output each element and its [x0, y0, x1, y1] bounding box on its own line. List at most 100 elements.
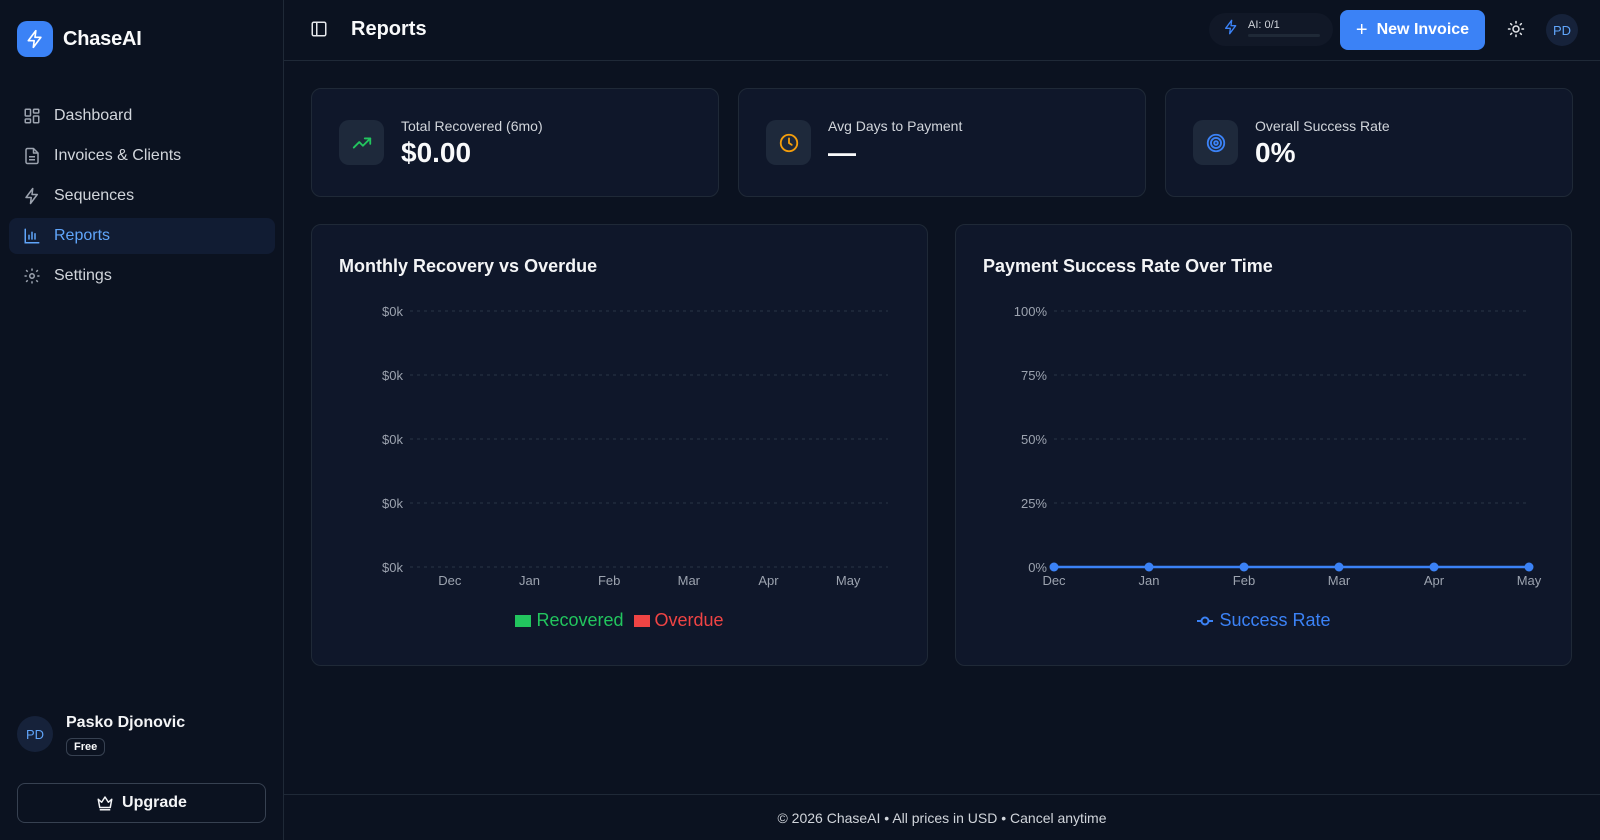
sidebar-nav: Dashboard Invoices & Clients Sequences R… [9, 98, 275, 298]
y-tick-label: 100% [1014, 304, 1048, 319]
sidebar-item-label: Settings [54, 267, 112, 284]
chart-legend: Success Rate [956, 610, 1571, 631]
legend-item-success-rate[interactable]: Success Rate [1196, 610, 1331, 631]
lightning-icon [22, 186, 42, 206]
stat-label: Avg Days to Payment [828, 118, 963, 134]
x-tick-label: Dec [438, 573, 462, 588]
sidebar-item-sequences[interactable]: Sequences [9, 178, 275, 214]
top-bar: Reports AI: 0/1 + New Invoice PD [284, 0, 1600, 61]
main-content: Reports AI: 0/1 + New Invoice PD [284, 0, 1600, 840]
plus-icon: + [1355, 19, 1368, 41]
header-avatar[interactable]: PD [1546, 14, 1578, 46]
clock-icon [766, 120, 811, 165]
upgrade-button[interactable]: Upgrade [17, 783, 266, 823]
page-title: Reports [351, 18, 427, 40]
ai-usage-text: AI: 0/1 [1248, 18, 1280, 31]
user-profile[interactable]: PD Pasko Djonovic Free [17, 712, 185, 756]
trending-up-icon [339, 120, 384, 165]
new-invoice-label: New Invoice [1376, 21, 1470, 38]
chart-title: Monthly Recovery vs Overdue [339, 256, 598, 276]
brand-name: ChaseAI [63, 27, 142, 50]
x-tick-label: Apr [758, 573, 779, 588]
y-tick-label: $0k [382, 368, 403, 383]
sidebar-item-settings[interactable]: Settings [9, 258, 275, 294]
y-tick-label: 0% [1028, 560, 1047, 575]
user-name: Pasko Djonovic [66, 714, 186, 731]
data-point [1049, 562, 1059, 572]
stat-card-total-recovered: Total Recovered (6mo) $0.00 [311, 88, 719, 197]
y-tick-label: 75% [1021, 368, 1047, 383]
x-tick-label: Jan [519, 573, 540, 588]
stat-value: $0.00 [401, 137, 472, 168]
brand[interactable]: ChaseAI [17, 21, 142, 57]
bar-chart-icon [22, 226, 42, 246]
x-tick-label: May [836, 573, 861, 588]
x-tick-label: Apr [1424, 573, 1445, 588]
y-tick-label: 25% [1021, 496, 1047, 511]
x-tick-label: Dec [1042, 573, 1066, 588]
chart-card-monthly-recovery: Monthly Recovery vs Overdue $0k $0k $0k $0k… [311, 224, 928, 666]
legend-swatch [515, 614, 532, 627]
line-marker-icon [1197, 616, 1214, 625]
legend-swatch [633, 614, 650, 627]
panel-left-icon [311, 21, 327, 37]
sun-icon [1507, 20, 1525, 38]
ai-usage-indicator[interactable]: AI: 0/1 [1209, 13, 1333, 46]
user-info: Pasko Djonovic Free [66, 712, 185, 756]
x-tick-label: Mar [678, 573, 701, 588]
lightning-logo-icon [17, 21, 53, 57]
footer: © 2026 ChaseAI • All prices in USD • Can… [284, 794, 1600, 840]
lightning-icon [1223, 19, 1239, 40]
target-icon [1193, 120, 1238, 165]
sidebar-item-label: Invoices & Clients [54, 147, 182, 164]
stat-value: 0% [1255, 137, 1296, 168]
x-tick-label: May [1517, 573, 1542, 588]
theme-toggle-button[interactable] [1507, 20, 1527, 40]
sidebar-item-dashboard[interactable]: Dashboard [9, 98, 275, 134]
x-tick-label: Feb [598, 573, 620, 588]
x-tick-label: Mar [1328, 573, 1351, 588]
stat-value: — [828, 137, 856, 168]
stat-label: Total Recovered (6mo) [401, 118, 543, 134]
grid-icon [22, 106, 42, 126]
legend-label: Overdue [654, 610, 724, 630]
x-tick-label: Jan [1139, 573, 1160, 588]
stat-label: Overall Success Rate [1255, 118, 1390, 134]
sidebar-item-label: Dashboard [54, 107, 133, 124]
ai-usage-bar [1248, 34, 1320, 37]
upgrade-label: Upgrade [122, 794, 187, 811]
data-point [1334, 562, 1344, 572]
bar-chart: $0k $0k $0k $0k $0k Dec Jan Feb Mar Apr May [382, 304, 888, 588]
data-point [1524, 562, 1534, 572]
chart-card-success-rate: Payment Success Rate Over Time 100% 75% 50… [955, 224, 1572, 666]
avatar: PD [17, 716, 53, 752]
crown-icon [96, 794, 114, 812]
sidebar-item-reports[interactable]: Reports [9, 218, 275, 254]
chart-legend: Recovered Overdue [312, 610, 927, 631]
plan-badge: Free [66, 738, 106, 756]
stat-card-avg-days: Avg Days to Payment — [738, 88, 1146, 197]
legend-item-recovered[interactable]: Recovered [515, 610, 624, 631]
legend-item-overdue[interactable]: Overdue [633, 610, 724, 631]
sidebar-toggle-button[interactable] [310, 20, 330, 40]
sidebar: ChaseAI Dashboard Invoices & Clients Seq… [0, 0, 284, 840]
y-tick-label: $0k [382, 432, 403, 447]
chart-title: Payment Success Rate Over Time [983, 256, 1273, 276]
y-tick-label: 50% [1021, 432, 1047, 447]
data-point [1429, 562, 1439, 572]
footer-text: © 2026 ChaseAI • All prices in USD • Can… [777, 809, 1107, 826]
y-tick-label: $0k [382, 304, 403, 319]
sidebar-item-label: Sequences [54, 187, 135, 204]
new-invoice-button[interactable]: + New Invoice [1340, 10, 1485, 50]
y-tick-label: $0k [382, 560, 403, 575]
y-tick-label: $0k [382, 496, 403, 511]
sidebar-item-invoices[interactable]: Invoices & Clients [9, 138, 275, 174]
data-point [1144, 562, 1154, 572]
gear-icon [22, 266, 42, 286]
stat-card-success-rate: Overall Success Rate 0% [1165, 88, 1573, 197]
x-tick-label: Feb [1233, 573, 1255, 588]
legend-label: Success Rate [1219, 610, 1331, 630]
file-text-icon [22, 146, 42, 166]
data-point [1239, 562, 1249, 572]
